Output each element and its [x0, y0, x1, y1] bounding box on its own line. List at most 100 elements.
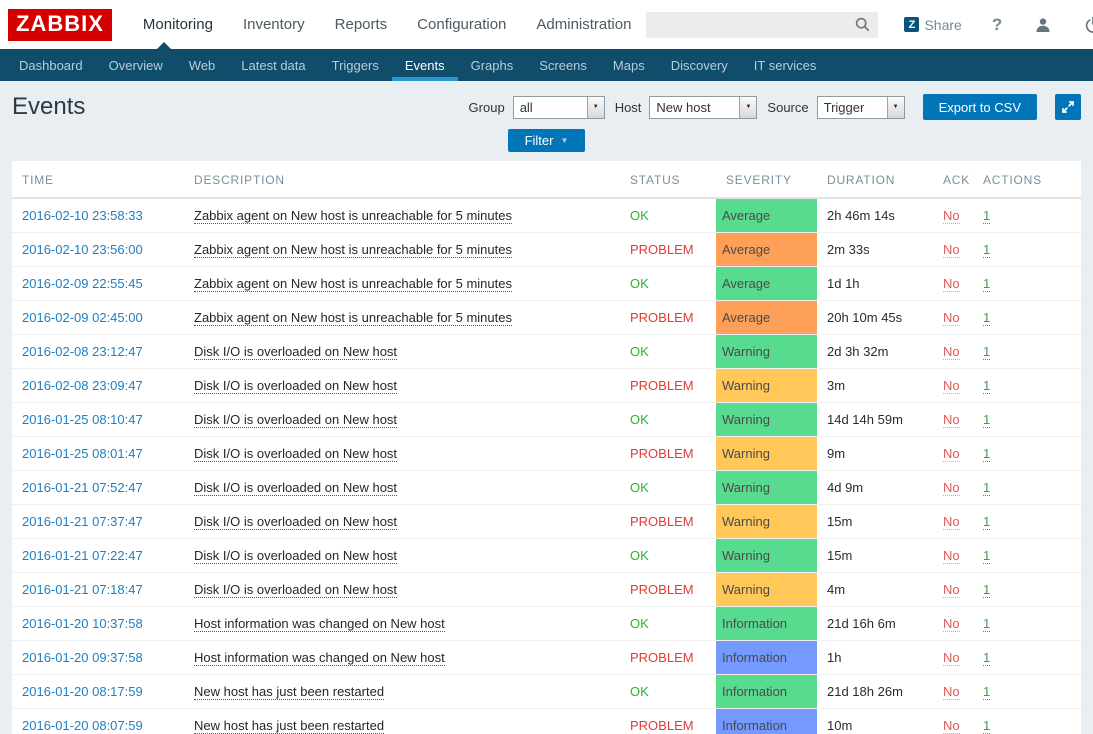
actions-link[interactable]: 1	[983, 649, 991, 666]
event-description-link[interactable]: New host has just been restarted	[194, 717, 385, 734]
fullscreen-button[interactable]	[1055, 94, 1081, 120]
event-time-link[interactable]: 2016-01-21 07:52:47	[22, 479, 143, 495]
cell-duration: 1h	[817, 640, 933, 675]
ack-link[interactable]: No	[943, 445, 960, 462]
actions-link[interactable]: 1	[983, 343, 991, 360]
search-icon[interactable]	[855, 17, 870, 32]
tab-graphs[interactable]: Graphs	[470, 57, 514, 73]
event-time-link[interactable]: 2016-01-25 08:10:47	[22, 411, 143, 427]
tab-overview[interactable]: Overview	[108, 57, 163, 73]
cell-actions: 1	[973, 674, 1081, 709]
ack-link[interactable]: No	[943, 615, 960, 632]
actions-link[interactable]: 1	[983, 411, 991, 428]
actions-link[interactable]: 1	[983, 581, 991, 598]
ack-link[interactable]: No	[943, 683, 960, 700]
menu-item-reports[interactable]: Reports	[334, 16, 388, 33]
host-select[interactable]: New host ▼	[649, 95, 758, 119]
menu-item-monitoring[interactable]: Monitoring	[142, 16, 213, 33]
menu-item-administration[interactable]: Administration	[536, 16, 632, 33]
ack-link[interactable]: No	[943, 547, 960, 564]
event-description-link[interactable]: Disk I/O is overloaded on New host	[194, 343, 398, 360]
user-profile-icon[interactable]	[1034, 16, 1052, 34]
tab-dashboard[interactable]: Dashboard	[19, 57, 83, 73]
actions-link[interactable]: 1	[983, 377, 991, 394]
actions-link[interactable]: 1	[983, 615, 991, 632]
share-link[interactable]: Z Share	[904, 17, 962, 33]
event-time-link[interactable]: 2016-01-20 09:37:58	[22, 649, 143, 665]
group-select[interactable]: all ▼	[512, 95, 605, 119]
event-description-link[interactable]: Disk I/O is overloaded on New host	[194, 411, 398, 428]
actions-link[interactable]: 1	[983, 309, 991, 326]
actions-link[interactable]: 1	[983, 513, 991, 530]
tab-latest-data[interactable]: Latest data	[241, 57, 306, 73]
tab-web[interactable]: Web	[188, 57, 216, 73]
search-input[interactable]	[646, 17, 856, 32]
event-description-link[interactable]: Disk I/O is overloaded on New host	[194, 445, 398, 462]
event-time-link[interactable]: 2016-01-21 07:22:47	[22, 547, 143, 563]
event-time-link[interactable]: 2016-01-21 07:37:47	[22, 513, 143, 529]
event-time-link[interactable]: 2016-02-10 23:58:33	[22, 207, 143, 223]
actions-link[interactable]: 1	[983, 479, 991, 496]
zabbix-logo[interactable]: ZABBIX	[8, 8, 112, 41]
event-time-link[interactable]: 2016-01-20 08:17:59	[22, 683, 143, 699]
event-description-link[interactable]: Disk I/O is overloaded on New host	[194, 581, 398, 598]
event-description-link[interactable]: Zabbix agent on New host is unreachable …	[194, 275, 512, 292]
event-time-link[interactable]: 2016-01-20 08:07:59	[22, 717, 143, 733]
actions-link[interactable]: 1	[983, 275, 991, 292]
ack-link[interactable]: No	[943, 649, 960, 666]
actions-link[interactable]: 1	[983, 207, 991, 224]
cell-ack: No	[933, 538, 973, 573]
ack-link[interactable]: No	[943, 513, 960, 530]
tab-discovery[interactable]: Discovery	[670, 57, 728, 73]
event-time-link[interactable]: 2016-02-10 23:56:00	[22, 241, 143, 257]
ack-link[interactable]: No	[943, 717, 960, 734]
actions-link[interactable]: 1	[983, 445, 991, 462]
ack-link[interactable]: No	[943, 275, 960, 292]
actions-link[interactable]: 1	[983, 717, 991, 734]
event-time-link[interactable]: 2016-01-25 08:01:47	[22, 445, 143, 461]
actions-link[interactable]: 1	[983, 241, 991, 258]
event-time-link[interactable]: 2016-02-09 02:45:00	[22, 309, 143, 325]
tab-screens[interactable]: Screens	[539, 57, 587, 73]
ack-link[interactable]: No	[943, 411, 960, 428]
event-description-link[interactable]: Disk I/O is overloaded on New host	[194, 547, 398, 564]
tab-triggers[interactable]: Triggers	[331, 57, 379, 73]
actions-link[interactable]: 1	[983, 547, 991, 564]
ack-link[interactable]: No	[943, 241, 960, 258]
help-icon[interactable]: ?	[991, 14, 1003, 34]
tab-maps[interactable]: Maps	[612, 57, 645, 73]
ack-link[interactable]: No	[943, 581, 960, 598]
filter-toggle-button[interactable]: Filter ▼	[507, 129, 586, 152]
event-description-link[interactable]: Disk I/O is overloaded on New host	[194, 513, 398, 530]
event-description-link[interactable]: New host has just been restarted	[194, 683, 385, 700]
event-description-link[interactable]: Zabbix agent on New host is unreachable …	[194, 309, 512, 326]
source-select[interactable]: Trigger ▼	[816, 95, 905, 119]
cell-actions: 1	[973, 708, 1081, 734]
event-time-link[interactable]: 2016-02-08 23:09:47	[22, 377, 143, 393]
events-table: TIME DESCRIPTION STATUS SEVERITY DURATION ACK…	[12, 161, 1081, 734]
menu-item-configuration[interactable]: Configuration	[417, 16, 507, 33]
ack-link[interactable]: No	[943, 309, 960, 326]
tab-events[interactable]: Events	[391, 49, 458, 81]
event-description-link[interactable]: Host information was changed on New host	[194, 615, 445, 632]
ack-link[interactable]: No	[943, 377, 960, 394]
cell-ack: No	[933, 572, 973, 607]
event-time-link[interactable]: 2016-02-09 22:55:45	[22, 275, 143, 291]
event-description-link[interactable]: Disk I/O is overloaded on New host	[194, 377, 398, 394]
ack-link[interactable]: No	[943, 343, 960, 360]
menu-item-inventory[interactable]: Inventory	[242, 16, 305, 33]
cell-duration: 4m	[817, 572, 933, 607]
ack-link[interactable]: No	[943, 479, 960, 496]
logout-icon[interactable]	[1084, 16, 1093, 34]
event-time-link[interactable]: 2016-02-08 23:12:47	[22, 343, 143, 359]
event-time-link[interactable]: 2016-01-20 10:37:58	[22, 615, 143, 631]
tab-it-services[interactable]: IT services	[753, 57, 817, 73]
event-description-link[interactable]: Disk I/O is overloaded on New host	[194, 479, 398, 496]
actions-link[interactable]: 1	[983, 683, 991, 700]
event-description-link[interactable]: Zabbix agent on New host is unreachable …	[194, 207, 512, 224]
event-description-link[interactable]: Host information was changed on New host	[194, 649, 445, 666]
event-description-link[interactable]: Zabbix agent on New host is unreachable …	[194, 241, 512, 258]
event-time-link[interactable]: 2016-01-21 07:18:47	[22, 581, 143, 597]
ack-link[interactable]: No	[943, 207, 960, 224]
export-csv-button[interactable]: Export to CSV	[922, 94, 1037, 120]
